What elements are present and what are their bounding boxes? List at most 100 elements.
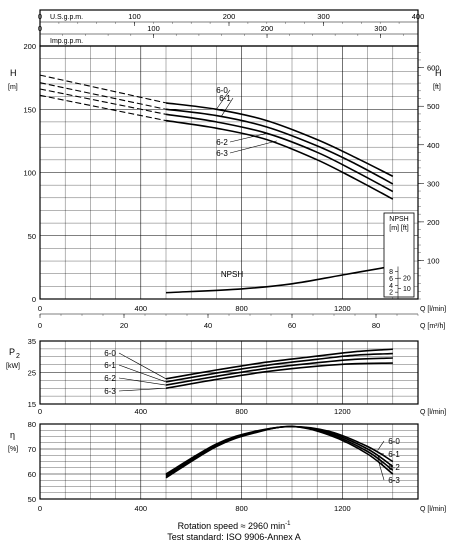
head-q-m3h-label: Q [m³/h] (420, 323, 445, 330)
power-x-tick-label: 400 (135, 407, 148, 416)
imp-gpm-tick-label: 100 (147, 24, 160, 33)
head-y-tick-label: 150 (23, 105, 36, 114)
efficiency-series-leader (377, 452, 385, 455)
head-q-lmin-tick-label: 1200 (334, 304, 351, 313)
rotation-speed-text: Rotation speed ≈ 2960 min (177, 521, 286, 531)
head-ft-tick-label: 400 (427, 141, 440, 150)
us-gpm-tick-label: 200 (223, 12, 236, 21)
head-y-label: H (10, 68, 17, 78)
head-q-lmin-tick-label: 0 (38, 304, 42, 313)
head-ft-tick-label: 500 (427, 102, 440, 111)
head-series-leader (216, 89, 231, 110)
head-y-tick-label: 100 (23, 169, 36, 178)
power-series-label: 6-2 (104, 374, 116, 383)
power-curve-6-1 (165, 352, 393, 383)
power-x-tick-label: 0 (38, 407, 42, 416)
efficiency-series-label: 6-3 (388, 476, 400, 485)
imp-gpm-tick-label: 0 (38, 24, 42, 33)
npsh-inset-units: [m] [ft] (389, 225, 409, 232)
head-q-m3h-tick-label: 80 (372, 321, 380, 330)
efficiency-series-label: 6-1 (388, 450, 400, 459)
npsh-inset-title: NPSH (389, 216, 408, 223)
rotation-speed-exponent: -1 (285, 521, 291, 527)
head-y-tick-label: 0 (32, 295, 36, 304)
power-y-tick-label: 25 (28, 369, 36, 378)
efficiency-series-leader (377, 457, 385, 481)
power-curve-6-3 (165, 362, 393, 390)
npsh-inset-ft-tick-label: 10 (403, 286, 411, 293)
efficiency-curve-6-3 (165, 425, 394, 479)
head-curve-6-3-dashed (39, 94, 167, 122)
npsh-label: NPSH (221, 270, 243, 279)
rotation-speed-note: Rotation speed ≈ 2960 min-1 (0, 519, 468, 532)
head-y-unit: [m] (8, 84, 18, 91)
head-curve-6-0 (165, 102, 394, 178)
efficiency-y-tick-label: 60 (28, 470, 36, 479)
power-x-tick-label: 800 (235, 407, 248, 416)
power-curve-6-2 (165, 357, 393, 386)
efficiency-y-tick-label: 50 (28, 495, 36, 504)
efficiency-x-tick-label: 0 (38, 504, 42, 513)
head-series-label: 6-3 (216, 149, 228, 158)
head-y-tick-label: 50 (28, 232, 36, 241)
head-curve-6-1-dashed (39, 82, 167, 110)
head-ft-tick-label: 300 (427, 179, 440, 188)
head-series-leader (229, 140, 277, 154)
power-series-leader (118, 377, 167, 386)
power-series-label: 6-3 (104, 387, 116, 396)
efficiency-curve-6-1 (165, 425, 394, 476)
power-frame (39, 340, 419, 405)
imp-gpm-tick-label: 300 (374, 24, 387, 33)
head-ft-tick-label: 100 (427, 256, 440, 265)
power-series-leader (118, 387, 167, 392)
head-ft-tick-label: 200 (427, 218, 440, 227)
efficiency-y-unit: [%] (8, 446, 18, 453)
head-q-lmin-tick-label: 400 (135, 304, 148, 313)
npsh-inset-m-tick-label: 2 (389, 290, 393, 297)
npsh-inset-m-tick-label: 8 (389, 269, 393, 276)
head-q-m3h-tick-label: 40 (204, 321, 212, 330)
power-series-label: 6-0 (104, 349, 116, 358)
efficiency-y-tick-label: 80 (28, 420, 36, 429)
efficiency-panel: 50 60 70 80 η [%] 0 400 800 1200 Q [l/min] 6-0 6-1 6-… (8, 420, 446, 513)
power-x-tick-label: 1200 (334, 407, 351, 416)
power-series-label: 6-1 (104, 361, 116, 370)
us-gpm-tick-label: 400 (412, 12, 425, 21)
efficiency-x-tick-label: 800 (235, 504, 248, 513)
efficiency-x-tick-label: 1200 (334, 504, 351, 513)
head-y-tick-label: 200 (23, 42, 36, 51)
power-x-label: Q [l/min] (420, 409, 446, 416)
head-ft-tick-label: 600 (427, 64, 440, 73)
head-curve-6-2-dashed (39, 88, 167, 115)
efficiency-y-tick-label: 70 (28, 445, 36, 454)
head-series-leader (229, 132, 267, 143)
head-series-label: 6-0 (216, 86, 228, 95)
head-curve-6-3 (165, 119, 394, 200)
head-series-leader (221, 97, 234, 117)
us-gpm-label: U.S.g.p.m. (50, 14, 83, 21)
head-q-m3h-tick-label: 20 (120, 321, 128, 330)
head-q-m3h-tick-label: 60 (288, 321, 296, 330)
power-series-leader (118, 364, 167, 383)
footer-notes: Rotation speed ≈ 2960 min-1 Test standar… (0, 519, 468, 543)
efficiency-series-leader (377, 440, 385, 451)
head-q-lmin-tick-label: 800 (235, 304, 248, 313)
head-q-m3h-tick-label: 0 (38, 321, 42, 330)
us-gpm-tick-label: 300 (317, 12, 330, 21)
head-series-label: 6-1 (219, 94, 231, 103)
head-frame (39, 45, 419, 300)
test-standard-note: Test standard: ISO 9906-Annex A (167, 532, 301, 542)
efficiency-y-label: η (10, 430, 15, 440)
us-gpm-tick-label: 100 (128, 12, 141, 21)
head-curve-6-1 (165, 108, 394, 185)
npsh-curve (165, 265, 393, 294)
head-curve-6-0-dashed (39, 74, 167, 104)
power-curve-6-0 (165, 348, 393, 380)
efficiency-series-label: 6-2 (388, 463, 400, 472)
npsh-inset-m-tick-label: 4 (389, 283, 393, 290)
top-flow-axes: 0 100 200 300 400 U.S.g.p.m. 0 100 200 300 Imp.g.p… (38, 9, 425, 47)
efficiency-series-label: 6-0 (388, 437, 400, 446)
